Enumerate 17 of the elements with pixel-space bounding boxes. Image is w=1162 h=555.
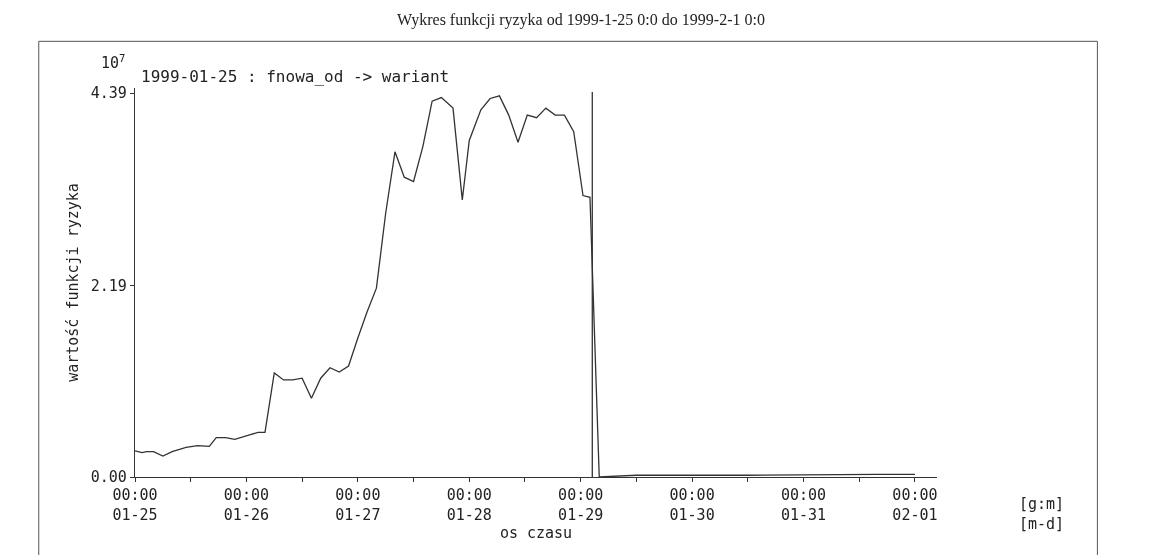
y-tick-label: 2.19 — [90, 276, 127, 295]
x-tick-label: 00:00 02-01 — [892, 486, 938, 524]
chart-subtitle: 1999-01-25 : fnowa_od -> wariant — [141, 67, 450, 86]
x-tick-label: 00:00 01-30 — [669, 486, 715, 524]
x-axis-title: os czasu — [499, 523, 573, 542]
x-tick-label: 00:00 01-31 — [780, 486, 827, 524]
text: [g:m] [m-d] — [1019, 495, 1065, 533]
x-tick-label: 00:00 01-26 — [223, 486, 269, 524]
x-tick-label: 00:00 01-25 — [112, 486, 158, 524]
x-tick-label: 00:00 01-27 — [335, 486, 381, 524]
y-axis-title: wartość funkcji ryzyka — [63, 183, 82, 382]
text: 10$^{7}$ — [101, 52, 126, 73]
x-tick-label: 00:00 01-28 — [446, 486, 492, 524]
y-tick-label: 4.39 — [90, 84, 127, 103]
y-tick-label: 0.00 — [90, 468, 127, 487]
chart-title: Wykres funkcji ryzyka od 1999-1-25 0:0 do 1999-2-1 0:0 — [397, 11, 765, 30]
x-tick-label: 00:00 01-29 — [558, 486, 604, 524]
